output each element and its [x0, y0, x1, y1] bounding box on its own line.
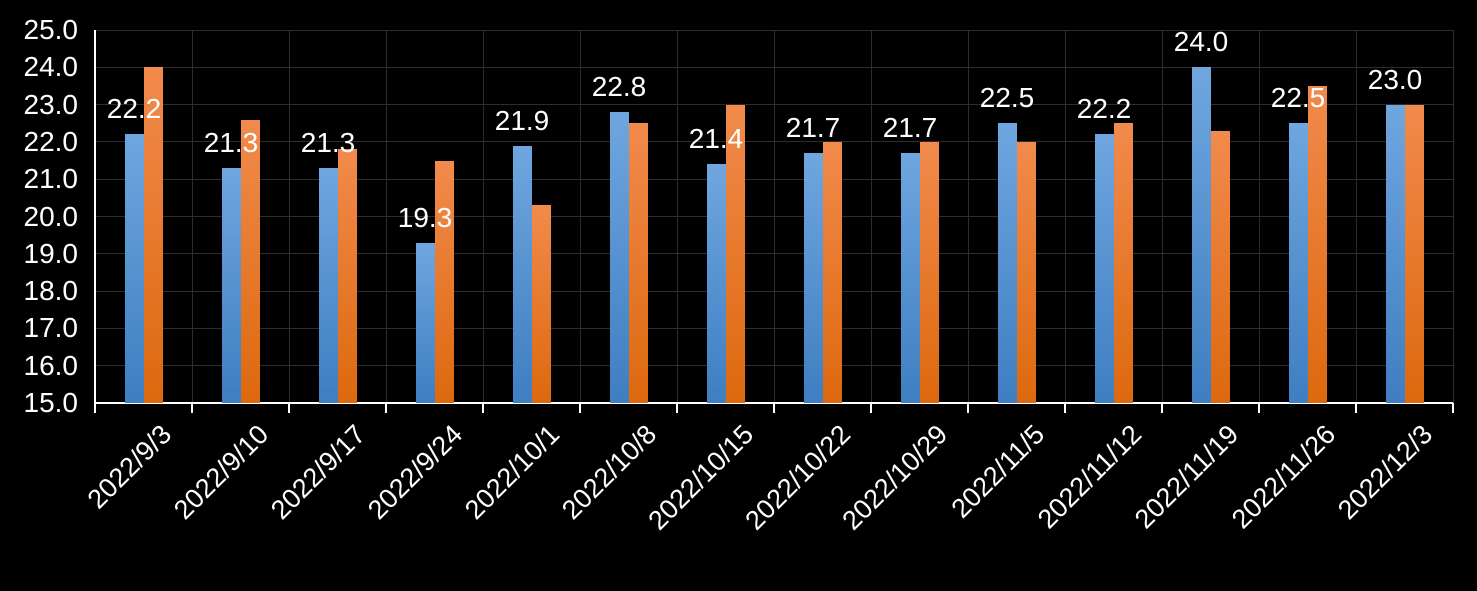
bar-series-2-orange	[143, 67, 163, 403]
x-axis-category-label: 2022/11/19	[1128, 419, 1244, 535]
bar-series-2-orange	[822, 141, 842, 403]
y-axis-tick-label: 18.0	[23, 275, 79, 307]
y-axis-tick-label: 21.0	[23, 163, 79, 195]
bar-series-1-blue	[221, 168, 241, 403]
data-label: 22.2	[1076, 93, 1132, 125]
x-axis-tick-mark	[191, 403, 193, 413]
data-label: 21.7	[785, 112, 841, 144]
y-axis-tick-label: 17.0	[23, 312, 79, 344]
x-axis-category-label: 2022/9/10	[167, 419, 274, 526]
x-axis-category-label: 2022/10/1	[458, 419, 565, 526]
y-axis-tick-label: 25.0	[23, 14, 79, 45]
x-axis-category-label: 2022/9/17	[264, 419, 371, 526]
bar-series-1-blue	[124, 134, 144, 403]
x-axis-category-label: 2022/9/3	[81, 419, 177, 515]
x-axis-tick-mark	[676, 403, 678, 413]
bar-series-2-orange	[1307, 85, 1327, 403]
x-axis-category-label: 2022/10/22	[738, 419, 856, 536]
x-axis-category-label: 2022/11/26	[1225, 419, 1341, 535]
x-axis-tick-mark	[1161, 403, 1163, 413]
y-axis-line	[94, 30, 96, 403]
bar-series-1-blue	[900, 153, 920, 403]
x-axis-tick-mark	[773, 403, 775, 413]
gridline-vertical	[1452, 30, 1454, 403]
bar-series-2-orange	[725, 104, 745, 403]
bar-series-1-blue	[318, 168, 338, 403]
data-label: 21.4	[688, 123, 744, 155]
data-label: 21.3	[300, 127, 356, 158]
gridline-vertical	[288, 30, 290, 403]
x-axis-tick-mark	[482, 403, 484, 413]
x-axis-category-label: 2022/9/24	[361, 419, 468, 526]
bar-series-2-orange	[628, 123, 648, 403]
y-axis-tick-label: 22.0	[23, 125, 79, 157]
bar-series-2-orange	[434, 160, 454, 403]
y-axis-tick-label: 15.0	[23, 387, 79, 418]
x-axis-tick-mark	[870, 403, 872, 413]
gridline-vertical	[385, 30, 387, 403]
bar-series-2-orange	[1210, 130, 1230, 403]
data-label: 21.7	[882, 112, 938, 144]
x-axis-category-label: 2022/11/5	[944, 419, 1050, 524]
bar-series-2-orange	[1404, 104, 1424, 403]
y-axis-tick-label: 24.0	[23, 51, 79, 83]
bar-series-2-orange	[240, 119, 260, 403]
x-axis-tick-mark	[967, 403, 969, 413]
x-axis-tick-mark	[579, 403, 581, 413]
data-label: 22.8	[591, 71, 647, 103]
x-axis-tick-mark	[385, 403, 387, 413]
gridline-vertical	[1355, 30, 1357, 403]
gridline-vertical	[870, 30, 872, 403]
bar-series-1-blue	[803, 153, 823, 403]
x-axis-tick-mark	[288, 403, 290, 413]
data-label: 19.3	[397, 201, 453, 233]
bar-series-2-orange	[919, 141, 939, 403]
gridline-vertical	[1064, 30, 1066, 403]
data-label: 23.0	[1367, 63, 1423, 95]
data-label: 22.5	[1270, 82, 1326, 114]
x-axis-category-label: 2022/11/12	[1031, 419, 1147, 535]
y-axis-tick-label: 16.0	[23, 349, 79, 381]
x-axis-line	[95, 402, 1453, 404]
data-label: 22.2	[106, 93, 162, 125]
y-axis-tick-label: 20.0	[23, 200, 79, 232]
gridline-vertical	[773, 30, 775, 403]
x-axis-tick-mark	[1355, 403, 1357, 413]
data-label: 22.5	[979, 82, 1035, 114]
gridline-vertical	[967, 30, 969, 403]
y-axis-tick-label: 23.0	[23, 88, 79, 120]
bar-series-1-blue	[609, 112, 629, 403]
x-axis-category-label: 2022/10/15	[641, 419, 759, 536]
x-axis-category-label: 2022/10/8	[555, 419, 662, 526]
bar-series-1-blue	[1094, 134, 1114, 403]
x-axis-category-label: 2022/12/3	[1331, 419, 1438, 526]
x-axis-tick-mark	[1258, 403, 1260, 413]
x-axis-category-label: 2022/10/29	[835, 419, 953, 536]
bar-series-1-blue	[1191, 67, 1211, 403]
bar-series-2-orange	[1016, 141, 1036, 403]
gridline-vertical	[1161, 30, 1163, 403]
x-axis-tick-mark	[1452, 403, 1454, 413]
gridline-vertical	[579, 30, 581, 403]
gridline-vertical	[1258, 30, 1260, 403]
bar-series-1-blue	[415, 242, 435, 403]
gridline-vertical	[676, 30, 678, 403]
bar-series-1-blue	[1288, 123, 1308, 403]
bar-series-2-orange	[337, 149, 357, 403]
y-axis-tick-label: 19.0	[23, 237, 79, 269]
bar-series-1-blue	[997, 123, 1017, 403]
data-label: 21.9	[494, 104, 550, 136]
bar-series-2-orange	[1113, 123, 1133, 403]
x-axis-tick-mark	[94, 403, 96, 413]
gridline-vertical	[191, 30, 193, 403]
x-axis-tick-mark	[1064, 403, 1066, 413]
gridline-vertical	[482, 30, 484, 403]
bar-series-1-blue	[512, 145, 532, 403]
data-label: 24.0	[1173, 26, 1229, 58]
bar-series-1-blue	[1385, 104, 1405, 403]
bar-series-1-blue	[706, 164, 726, 403]
bar-series-2-orange	[531, 205, 551, 403]
data-label: 21.3	[203, 127, 259, 158]
